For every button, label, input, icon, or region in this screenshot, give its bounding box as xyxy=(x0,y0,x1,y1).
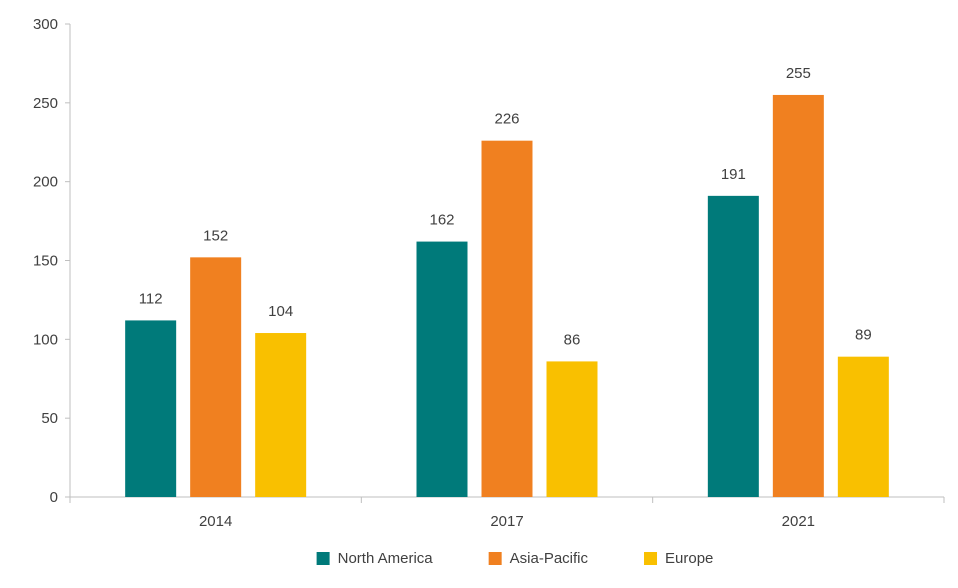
legend-label: Europe xyxy=(665,550,713,567)
x-axis: 2014 2017 2021 xyxy=(69,496,945,530)
x-tick-label: 2014 xyxy=(199,513,232,530)
legend-swatch xyxy=(488,552,502,565)
data-label: 152 xyxy=(203,227,228,244)
legend-label: Asia-Pacific xyxy=(510,550,589,567)
data-label: 191 xyxy=(721,166,746,183)
bar-asia-pacific-2021 xyxy=(772,94,824,497)
y-tick-label: 0 xyxy=(50,489,58,506)
legend[interactable]: North America Asia-Pacific Europe xyxy=(316,550,714,567)
y-tick-label: 100 xyxy=(33,331,58,348)
y-axis: 0 50 100 150 200 250 300 xyxy=(33,16,71,506)
y-tick-label: 300 xyxy=(33,16,58,33)
data-label: 226 xyxy=(494,111,519,128)
legend-item-europe[interactable]: Europe xyxy=(644,550,713,567)
bar-asia-pacific-2014 xyxy=(190,257,242,497)
bar-north-america-2021 xyxy=(707,195,759,497)
bar-asia-pacific-2017 xyxy=(481,140,533,497)
legend-item-asia-pacific[interactable]: Asia-Pacific xyxy=(488,550,589,567)
bar-europe-2014 xyxy=(255,333,307,497)
bar-europe-2017 xyxy=(546,361,598,497)
legend-swatch xyxy=(316,552,330,565)
data-label: 86 xyxy=(564,331,581,348)
data-label: 89 xyxy=(855,327,872,344)
data-label: 255 xyxy=(786,65,811,82)
bar-europe-2021 xyxy=(837,356,889,497)
data-label: 112 xyxy=(139,290,163,307)
data-label: 104 xyxy=(268,303,293,320)
x-tick-label: 2021 xyxy=(782,513,815,530)
bars xyxy=(125,94,889,497)
y-tick-label: 250 xyxy=(33,95,58,112)
data-labels: 112 152 104 162 226 86 191 255 89 xyxy=(139,65,872,348)
data-label: 162 xyxy=(429,212,454,229)
y-tick-label: 50 xyxy=(41,410,58,427)
y-tick-label: 200 xyxy=(33,174,58,191)
legend-item-north-america[interactable]: North America xyxy=(316,550,434,567)
x-tick-label: 2017 xyxy=(490,513,523,530)
bar-north-america-2014 xyxy=(125,320,177,497)
legend-label: North America xyxy=(338,550,434,567)
y-tick-label: 150 xyxy=(33,253,58,270)
legend-swatch xyxy=(644,552,658,565)
bar-north-america-2017 xyxy=(416,241,468,497)
